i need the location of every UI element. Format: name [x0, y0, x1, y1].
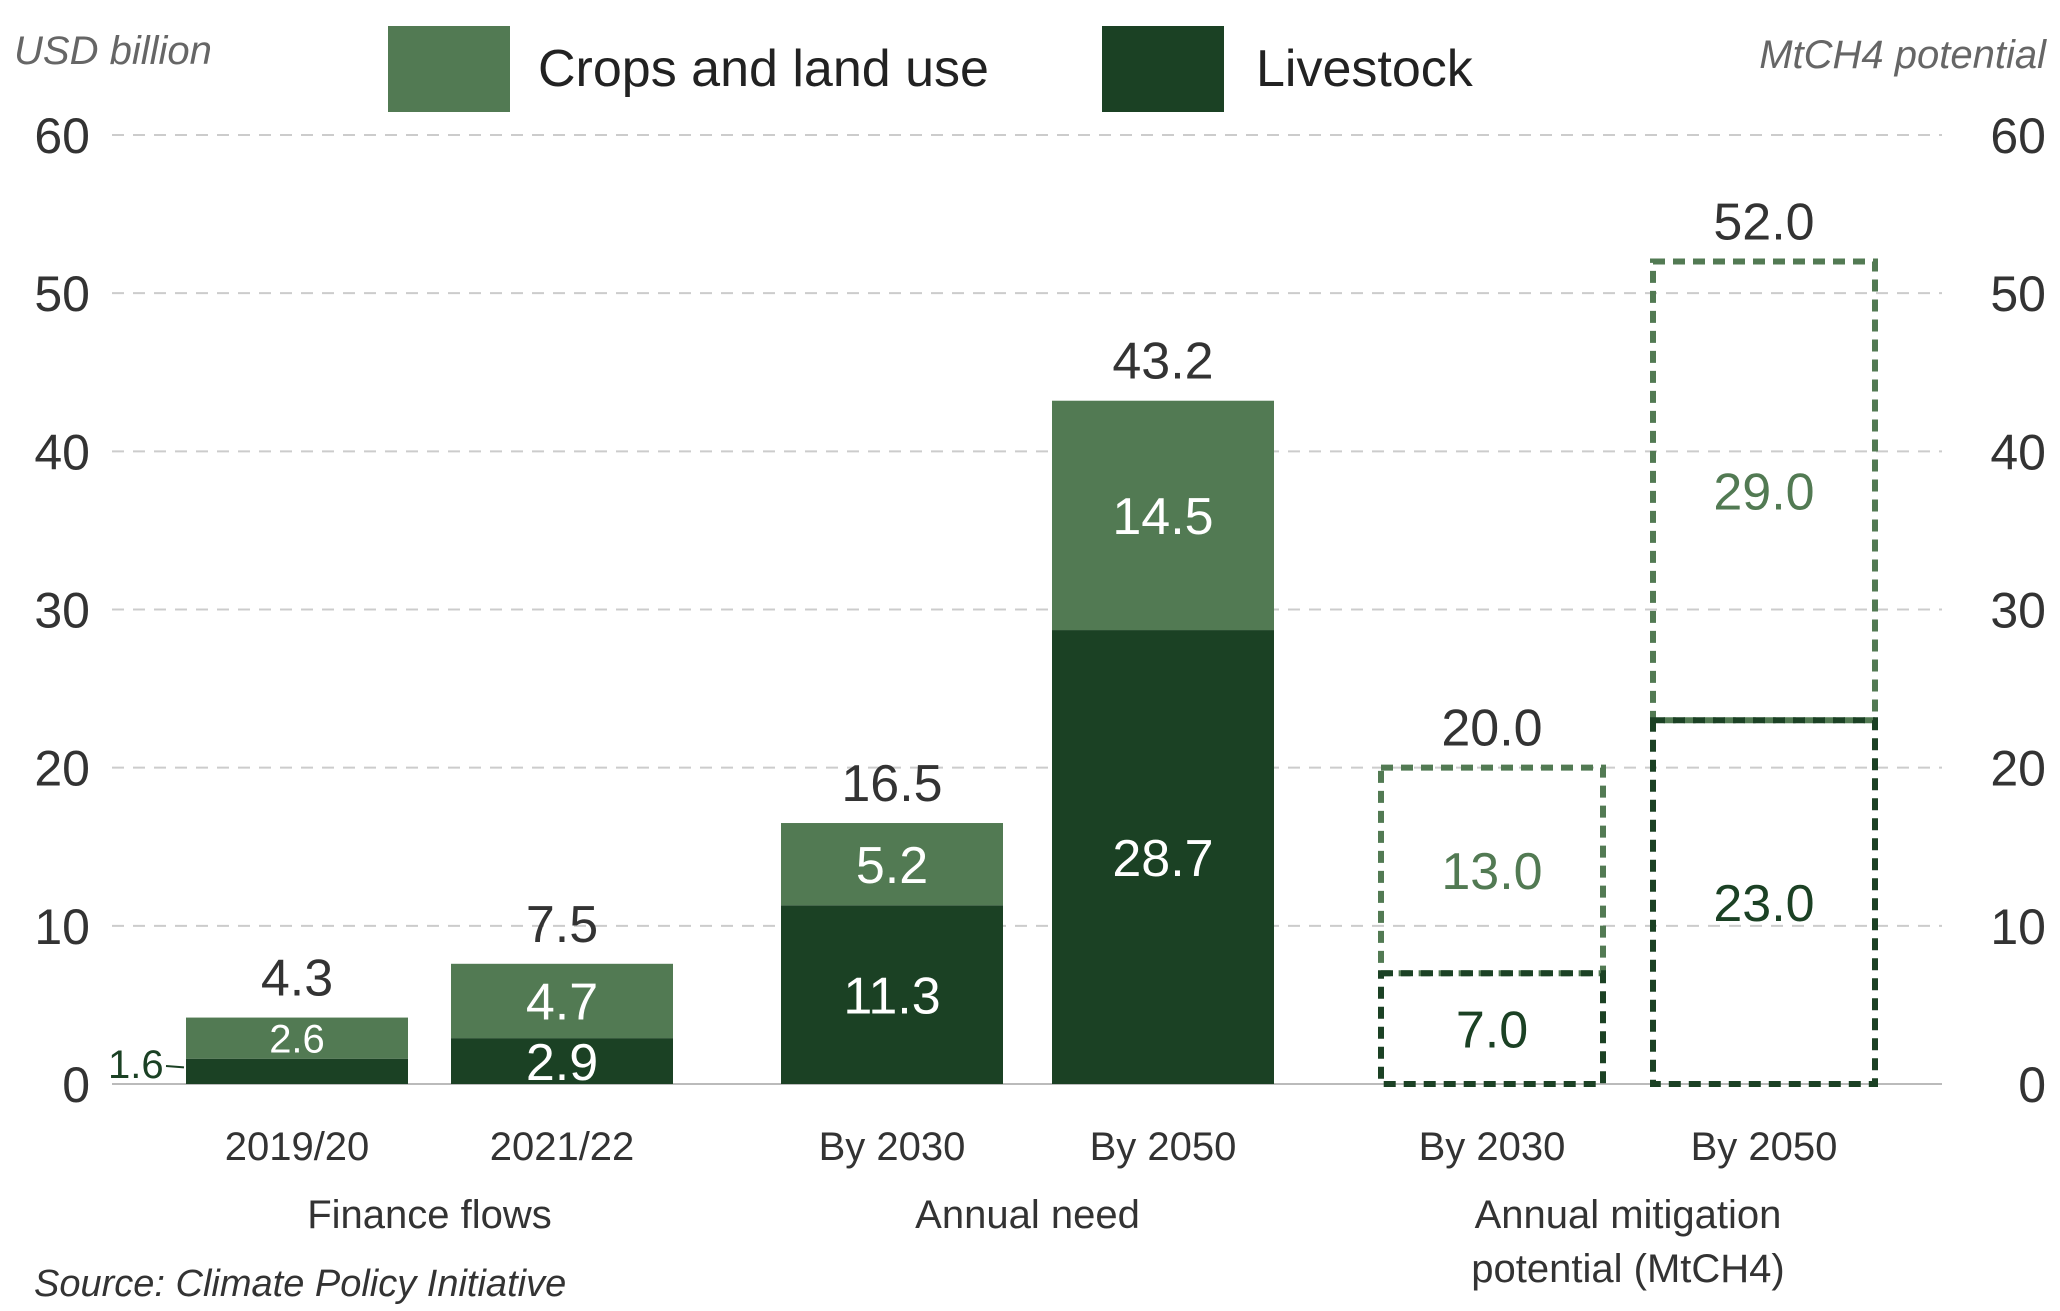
livestock-value-label: 23.0 [1713, 875, 1814, 933]
left-tick-label: 50 [34, 266, 90, 322]
category-label: 2021/22 [490, 1125, 635, 1169]
group-label: Annual need [915, 1193, 1140, 1237]
livestock-value-label: 11.3 [843, 967, 940, 1025]
bar-crops-and-land-use [186, 1017, 408, 1059]
crops-value-label: 5.2 [856, 837, 928, 895]
bar-livestock [1378, 970, 1606, 1087]
category-label: 2019/20 [225, 1125, 370, 1169]
bar-crops-and-land-use [1052, 400, 1274, 631]
left-tick-label: 40 [34, 424, 90, 480]
livestock-value-label: 2.9 [526, 1034, 598, 1092]
bar-livestock [781, 905, 1003, 1084]
crops-value-label: 13.0 [1441, 843, 1542, 901]
total-value-label: 52.0 [1713, 194, 1814, 252]
crops-value-label: 14.5 [1112, 488, 1213, 546]
legend-swatch [388, 26, 510, 112]
category-label: By 2050 [1090, 1125, 1237, 1169]
left-tick-label: 30 [34, 583, 90, 639]
group-label: Finance flows [307, 1193, 552, 1237]
source-note: Source: Climate Policy Initiative [34, 1263, 566, 1305]
bars [186, 258, 1878, 1087]
total-value-label: 20.0 [1441, 700, 1542, 758]
right-tick-label: 50 [1990, 266, 2046, 322]
category-label: By 2030 [1419, 1125, 1566, 1169]
bar-livestock [186, 1058, 408, 1084]
gridlines [112, 134, 1942, 1085]
right-tick-label: 20 [1990, 741, 2046, 797]
category-label: By 2050 [1691, 1125, 1838, 1169]
group-label: Annual mitigation [1475, 1193, 1782, 1237]
right-tick-label: 40 [1990, 424, 2046, 480]
crops-value-label: 4.7 [526, 974, 598, 1032]
left-tick-label: 20 [34, 741, 90, 797]
total-value-label: 43.2 [1112, 333, 1213, 391]
crops-value-label: 29.0 [1713, 464, 1814, 522]
category-label: By 2030 [819, 1125, 966, 1169]
bar-crops-and-land-use [781, 823, 1003, 906]
livestock-value-label: 1.6 [108, 1043, 164, 1087]
left-tick-label: 60 [34, 108, 90, 164]
total-value-label: 16.5 [841, 755, 942, 813]
right-axis-title: MtCH4 potential [1759, 33, 2047, 77]
legend-label: Crops and land use [538, 40, 989, 98]
leader-line [165, 1065, 185, 1069]
bar-crops-and-land-use [451, 963, 673, 1039]
total-value-label: 7.5 [526, 896, 598, 954]
livestock-value-label: 7.0 [1456, 1001, 1528, 1059]
left-tick-label: 0 [62, 1057, 90, 1113]
right-axis-ticks: 0 10 20 30 40 50 60 [1990, 108, 2046, 1113]
bar-crops-and-land-use [1378, 764, 1606, 977]
left-tick-label: 10 [34, 899, 90, 955]
crops-value-label: 2.6 [269, 1018, 325, 1062]
x-axis: 2019/20 2021/22 By 2030 By 2050 By 2030 By 20… [225, 1125, 1838, 1291]
bar-livestock [1650, 717, 1878, 1087]
left-axis-ticks: 0 10 20 30 40 50 60 [34, 108, 90, 1113]
bar-livestock [1052, 630, 1274, 1084]
group-label: potential (MtCH4) [1471, 1247, 1784, 1291]
legend: Crops and land use Livestock [388, 26, 1474, 112]
total-value-label: 4.3 [261, 950, 333, 1008]
legend-swatch [1102, 26, 1224, 112]
right-tick-label: 10 [1990, 899, 2046, 955]
legend-label: Livestock [1256, 40, 1474, 98]
bar-labels: 4.3 2.6 1.6 7.5 4.72.9 16.5 5.2 11.3 43.2 14.5 28.… [108, 194, 1815, 1092]
bar-livestock [451, 1038, 673, 1084]
livestock-value-label: 28.7 [1112, 830, 1213, 888]
right-tick-label: 60 [1990, 108, 2046, 164]
right-tick-label: 0 [2018, 1057, 2046, 1113]
left-axis-title: USD billion [14, 29, 212, 73]
right-tick-label: 30 [1990, 583, 2046, 639]
